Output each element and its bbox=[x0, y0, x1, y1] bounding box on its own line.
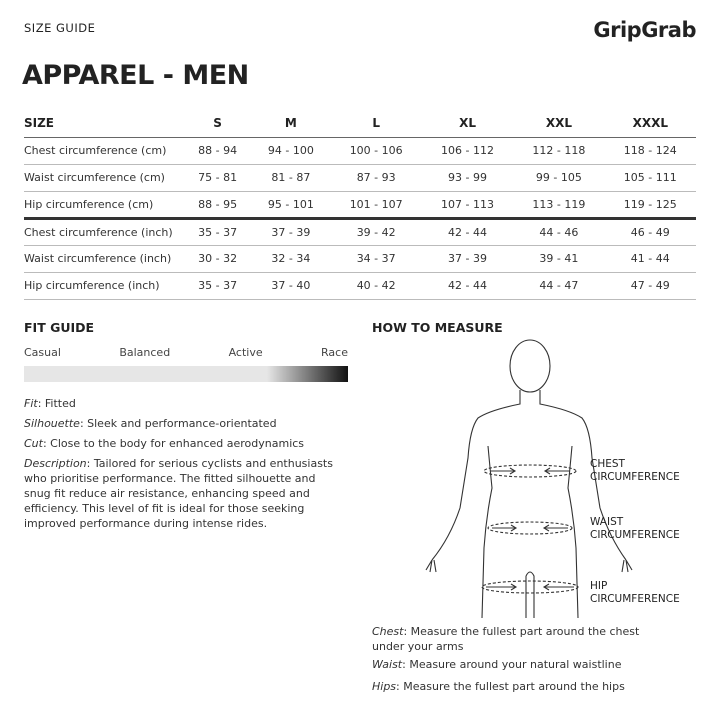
size-value: 46 - 49 bbox=[604, 218, 696, 246]
size-value: 99 - 105 bbox=[513, 164, 605, 192]
size-table: SIZE S M L XL XXL XXXL Chest circumferen… bbox=[24, 110, 696, 300]
size-value: 37 - 40 bbox=[251, 272, 331, 300]
col-header: SIZE bbox=[24, 110, 184, 138]
size-value: 81 - 87 bbox=[251, 164, 331, 192]
row-label: Hip circumference (inch) bbox=[24, 272, 184, 300]
size-value: 95 - 101 bbox=[251, 191, 331, 220]
fit-guide-title: FIT GUIDE bbox=[24, 320, 95, 335]
size-value: 42 - 44 bbox=[421, 218, 514, 246]
description-text: Description: Tailored for serious cyclis… bbox=[24, 457, 333, 530]
size-value: 34 - 37 bbox=[330, 245, 422, 273]
fit-line: Fit: Fitted bbox=[24, 397, 76, 410]
size-value: 47 - 49 bbox=[604, 272, 696, 300]
page-title: APPAREL - MEN bbox=[22, 60, 249, 91]
col-header: L bbox=[330, 110, 422, 138]
row-label: Chest circumference (inch) bbox=[24, 218, 184, 246]
table-row: Hip circumference (inch) 35 - 37 37 - 40 40… bbox=[24, 272, 696, 300]
col-header: XXXL bbox=[604, 110, 696, 138]
table-row: Waist circumference (inch) 30 - 32 32 - 34… bbox=[24, 245, 696, 273]
table-row: Waist circumference (cm) 75 - 81 81 - 87 87… bbox=[24, 164, 696, 192]
col-header: M bbox=[251, 110, 331, 138]
size-value: 41 - 44 bbox=[604, 245, 696, 273]
row-label: Waist circumference (inch) bbox=[24, 245, 184, 273]
size-value: 44 - 46 bbox=[513, 218, 605, 246]
body-figure-illustration bbox=[425, 339, 633, 618]
row-label: Hip circumference (cm) bbox=[24, 191, 184, 220]
col-header: S bbox=[184, 110, 252, 138]
size-value: 35 - 37 bbox=[184, 272, 252, 300]
how-to-measure-title: HOW TO MEASURE bbox=[372, 320, 503, 335]
waist-instruction: Waist: Measure around your natural waist… bbox=[372, 658, 622, 671]
table-row: Chest circumference (cm) 88 - 94 94 - 100 1… bbox=[24, 137, 696, 165]
size-value: 112 - 118 bbox=[513, 137, 605, 165]
size-value: 101 - 107 bbox=[330, 191, 422, 220]
table-header-row: SIZE S M L XL XXL XXXL bbox=[24, 110, 696, 138]
size-value: 119 - 125 bbox=[604, 191, 696, 220]
fit-scale-casual: Casual bbox=[24, 346, 61, 359]
size-value: 87 - 93 bbox=[330, 164, 422, 192]
fit-scale-labels: Casual Balanced Active Race bbox=[24, 346, 348, 359]
size-value: 105 - 111 bbox=[604, 164, 696, 192]
size-value: 39 - 42 bbox=[330, 218, 422, 246]
chest-instruction: Chest: Measure the fullest part around t… bbox=[372, 625, 640, 653]
size-value: 42 - 44 bbox=[421, 272, 514, 300]
size-value: 75 - 81 bbox=[184, 164, 252, 192]
col-header: XL bbox=[421, 110, 514, 138]
size-value: 100 - 106 bbox=[330, 137, 422, 165]
brand-logo: GripGrab bbox=[593, 18, 696, 42]
size-value: 40 - 42 bbox=[330, 272, 422, 300]
size-value: 118 - 124 bbox=[604, 137, 696, 165]
size-value: 44 - 47 bbox=[513, 272, 605, 300]
size-value: 107 - 113 bbox=[421, 191, 514, 220]
size-guide-kicker: SIZE GUIDE bbox=[24, 21, 96, 35]
size-value: 106 - 112 bbox=[421, 137, 514, 165]
hips-instruction: Hips: Measure the fullest part around th… bbox=[372, 680, 625, 693]
table-row: Chest circumference (inch) 35 - 37 37 - 39… bbox=[24, 218, 696, 246]
hip-circumference-label: HIP CIRCUMFERENCE bbox=[590, 580, 680, 605]
row-label: Chest circumference (cm) bbox=[24, 137, 184, 165]
cut-line: Cut: Close to the body for enhanced aero… bbox=[24, 437, 305, 450]
fit-scale-bar bbox=[24, 366, 348, 382]
size-value: 30 - 32 bbox=[184, 245, 252, 273]
size-value: 37 - 39 bbox=[421, 245, 514, 273]
size-value: 39 - 41 bbox=[513, 245, 605, 273]
size-value: 94 - 100 bbox=[251, 137, 331, 165]
fit-scale-balanced: Balanced bbox=[119, 346, 171, 359]
size-value: 37 - 39 bbox=[251, 218, 331, 246]
size-value: 93 - 99 bbox=[421, 164, 514, 192]
size-value: 88 - 95 bbox=[184, 191, 252, 220]
fit-scale-active: Active bbox=[228, 346, 263, 359]
size-value: 32 - 34 bbox=[251, 245, 331, 273]
waist-circumference-label: WAIST CIRCUMFERENCE bbox=[590, 516, 680, 541]
table-row: Hip circumference (cm) 88 - 95 95 - 101 101… bbox=[24, 191, 696, 220]
size-value: 88 - 94 bbox=[184, 137, 252, 165]
size-value: 113 - 119 bbox=[513, 191, 605, 220]
chest-circumference-label: CHEST CIRCUMFERENCE bbox=[590, 458, 680, 483]
col-header: XXL bbox=[513, 110, 605, 138]
row-label: Waist circumference (cm) bbox=[24, 164, 184, 192]
fit-scale-race: Race bbox=[321, 346, 348, 359]
size-value: 35 - 37 bbox=[184, 218, 252, 246]
silhouette-line: Silhouette: Sleek and performance-orient… bbox=[24, 417, 277, 430]
